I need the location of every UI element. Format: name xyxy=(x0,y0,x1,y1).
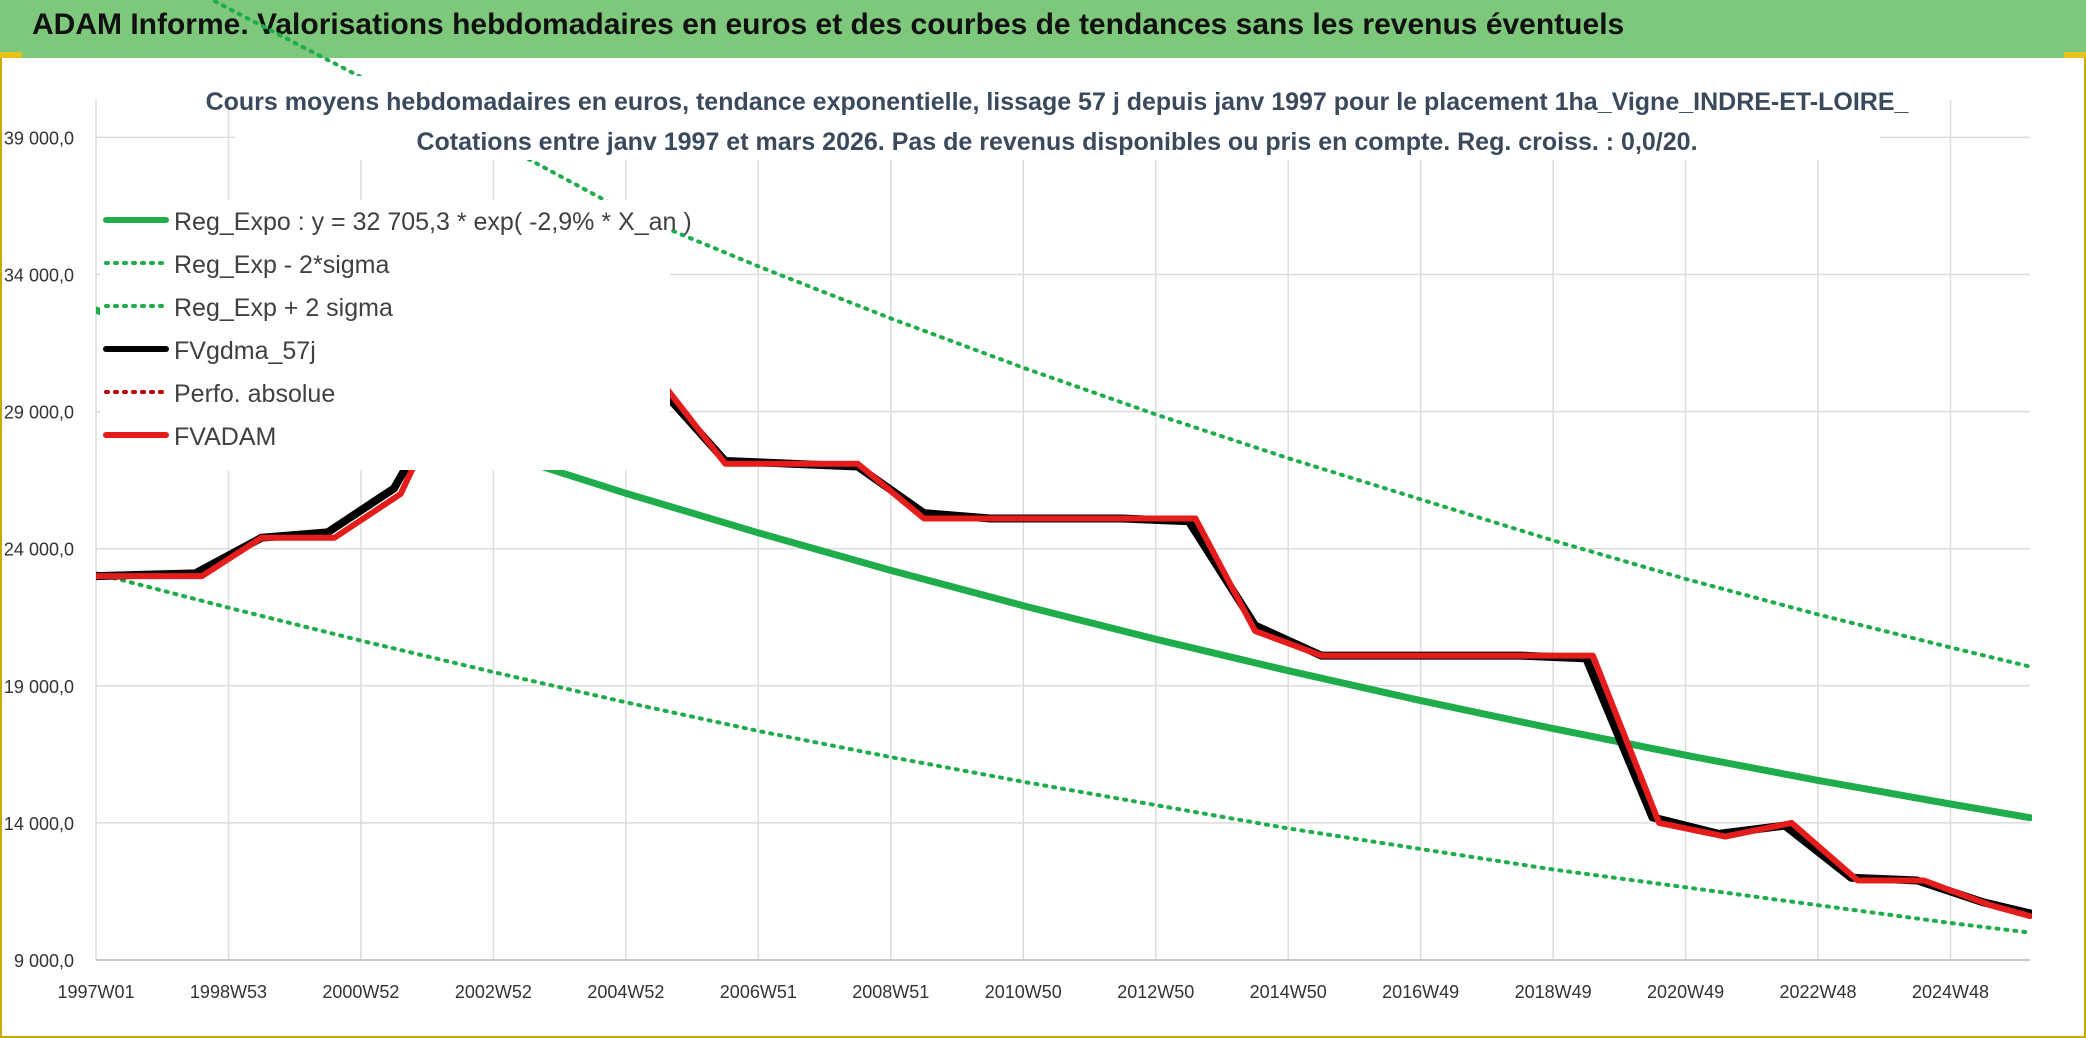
x-tick-label: 2022W48 xyxy=(1780,982,1857,1002)
title-background xyxy=(235,76,1880,160)
y-tick-label: 14 000,0 xyxy=(4,814,74,834)
page-title: ADAM Informe. Valorisations hebdomadaire… xyxy=(32,8,1625,41)
y-tick-label: 9 000,0 xyxy=(14,951,74,971)
x-tick-label: 2014W50 xyxy=(1250,982,1327,1002)
x-tick-label: 2000W52 xyxy=(322,982,399,1002)
corner-accent-right xyxy=(2064,52,2086,58)
legend-item: Reg_Exp - 2*sigma xyxy=(174,251,389,279)
x-tick-label: 2002W52 xyxy=(455,982,532,1002)
x-tick-label: 2020W49 xyxy=(1647,982,1724,1002)
y-tick-label: 34 000,0 xyxy=(4,266,74,286)
x-tick-label: 2018W49 xyxy=(1515,982,1592,1002)
legend-item: Perfo. absolue xyxy=(174,380,335,408)
header-banner: ADAM Informe. Valorisations hebdomadaire… xyxy=(0,0,2086,58)
y-tick-label: 24 000,0 xyxy=(4,540,74,560)
corner-accent-left xyxy=(0,52,22,58)
x-tick-label: 2008W51 xyxy=(852,982,929,1002)
series-line-1 xyxy=(96,571,2032,935)
chart-title: Cours moyens hebdomadaires en euros, ten… xyxy=(206,88,1910,116)
x-tick-label: 1997W01 xyxy=(57,982,134,1002)
chart-subtitle: Cotations entre janv 1997 et mars 2026. … xyxy=(416,128,1697,156)
legend-item: Reg_Expo : y = 32 705,3 * exp( -2,9% * X… xyxy=(174,208,692,236)
x-tick-label: 1998W53 xyxy=(190,982,267,1002)
legend-item: FVADAM xyxy=(174,423,276,451)
y-tick-label: 19 000,0 xyxy=(4,677,74,697)
x-tick-label: 2012W50 xyxy=(1117,982,1194,1002)
legend-item: FVgdma_57j xyxy=(174,337,316,365)
y-tick-label: 39 000,0 xyxy=(4,128,74,148)
x-tick-label: 2024W48 xyxy=(1912,982,1989,1002)
x-tick-label: 2004W52 xyxy=(587,982,664,1002)
legend-item: Reg_Exp + 2 sigma xyxy=(174,294,393,322)
x-tick-label: 2010W50 xyxy=(985,982,1062,1002)
x-axis: 1997W01 1998W53 2000W52 2002W52 2004W52 2006W… xyxy=(57,959,2030,1002)
legend: Reg_Expo : y = 32 705,3 * exp( -2,9% * X… xyxy=(103,208,692,451)
y-axis: 9 000,0 14 000,0 19 000,0 24 000,0 29 000,0 3… xyxy=(4,128,74,971)
legend-background xyxy=(100,200,670,470)
x-tick-label: 2006W51 xyxy=(720,982,797,1002)
y-tick-label: 29 000,0 xyxy=(4,403,74,423)
x-tick-label: 2016W49 xyxy=(1382,982,1459,1002)
